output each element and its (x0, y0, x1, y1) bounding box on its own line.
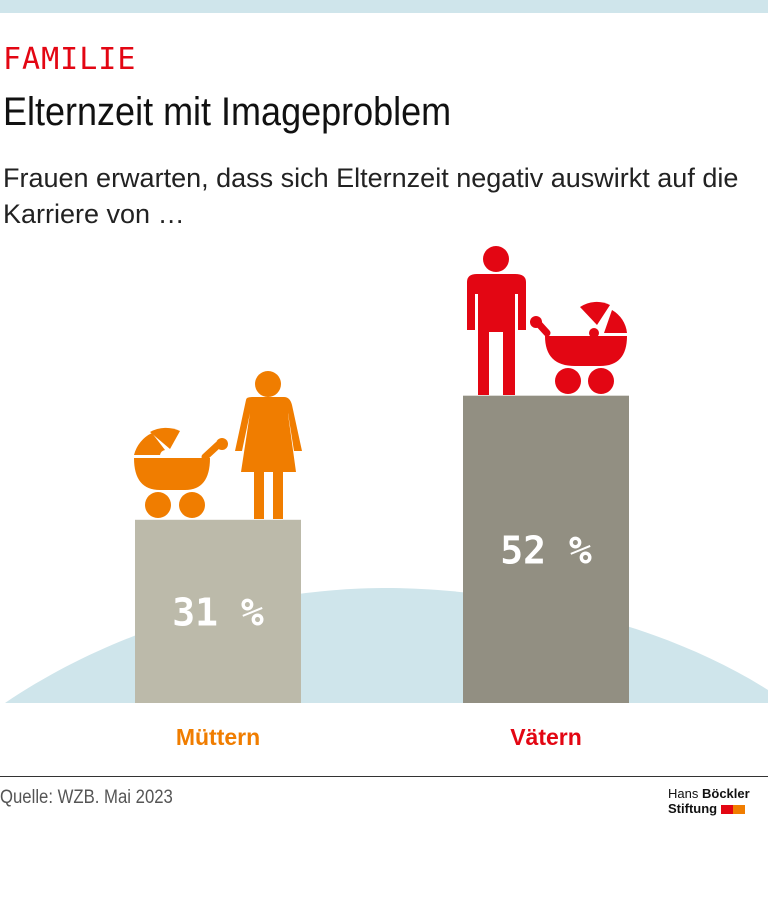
page-title: Elternzeit mit Imageproblem (3, 90, 452, 134)
source-note: Quelle: WZB. Mai 2023 (0, 787, 173, 808)
father-with-pram-icon (467, 246, 627, 395)
data-label: 31 % (172, 590, 264, 634)
bar-1 (135, 519, 301, 703)
chart: 31 % Müttern 52 % Vätern (5, 246, 768, 750)
top-stripe (0, 0, 768, 13)
logo-text-stiftung: Stiftung (668, 801, 718, 816)
logo-red-square (720, 805, 733, 815)
logo-text-boeckler: Böckler (701, 786, 750, 801)
kicker: FAMILIE (3, 42, 137, 77)
logo-orange-square (732, 805, 745, 815)
subtitle: Frauen erwarten, dass sich Elternzeit ne… (3, 163, 739, 229)
bar-2 (463, 395, 629, 703)
category-label: Müttern (176, 724, 260, 750)
logo-text-hans: Hans (668, 786, 699, 801)
mother-with-pram-icon (134, 371, 302, 519)
category-label: Vätern (510, 724, 582, 750)
data-label: 52 % (500, 528, 592, 572)
footer-divider (0, 776, 768, 777)
hill-background (5, 588, 768, 703)
hans-boeckler-logo: Hans Böckler Stiftung (668, 786, 750, 816)
